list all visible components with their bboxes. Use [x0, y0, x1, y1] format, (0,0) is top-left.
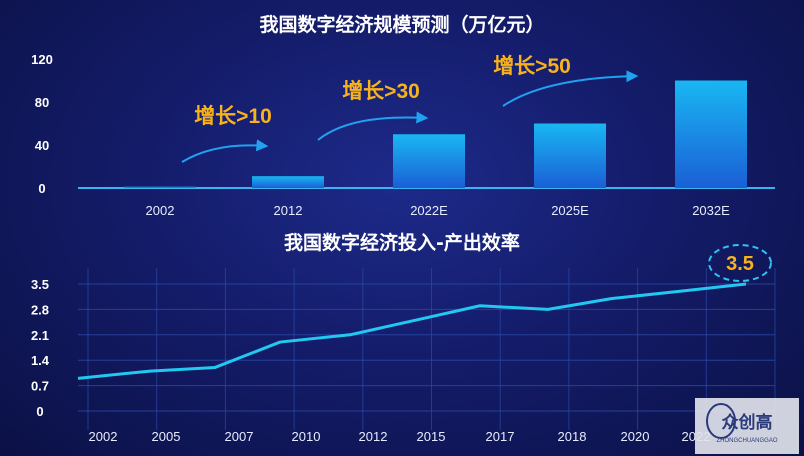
- highlight-ellipse: [708, 244, 772, 282]
- growth-arrow: [181, 139, 269, 163]
- bar-x-tick-label: 2012: [274, 203, 303, 218]
- bar-series: [124, 80, 747, 188]
- growth-arrow: [502, 70, 639, 107]
- bar: [252, 176, 324, 188]
- line-y-tick-label: 0.7: [31, 379, 49, 394]
- watermark-text: 众创高: [722, 412, 773, 432]
- bar: [124, 186, 196, 188]
- bar-y-axis: 0 40 80 120: [31, 52, 53, 196]
- line-x-tick-label: 2017: [486, 429, 515, 444]
- line-x-tick-label: 2005: [152, 429, 181, 444]
- line-x-tick-label: 2015: [417, 429, 446, 444]
- growth-arrow: [317, 111, 429, 141]
- line-y-tick-label: 3.5: [31, 277, 49, 292]
- bar-x-tick-label: 2025E: [551, 203, 589, 218]
- bar-x-tick-label: 2022E: [410, 203, 448, 218]
- line-y-tick-label: 2.8: [31, 302, 49, 317]
- bar-x-tick-label: 2002: [146, 203, 175, 218]
- growth-label: 增长>50: [493, 54, 571, 78]
- growth-label: 增长>30: [342, 79, 420, 103]
- line-y-tick-label: 0: [36, 404, 43, 419]
- growth-label: 增长>10: [194, 104, 272, 128]
- line-chart-title: 我国数字经济投入-产出效率: [284, 231, 520, 254]
- bar-x-tick-label: 2032E: [692, 203, 730, 218]
- bar-y-tick-label: 80: [35, 95, 49, 110]
- watermark-subtext: ZHONGCHUANGGAO: [716, 438, 777, 444]
- bar-chart-title: 我国数字经济规模预测（万亿元）: [259, 13, 544, 36]
- line-x-tick-label: 2007: [225, 429, 254, 444]
- bar: [393, 134, 465, 188]
- bar-y-tick-label: 40: [35, 138, 49, 153]
- bar-y-tick-label: 120: [31, 52, 53, 67]
- line-x-tick-label: 2020: [621, 429, 650, 444]
- watermark-logo: 众创高 ZHONGCHUANGGAO: [695, 398, 799, 454]
- bar: [675, 80, 747, 188]
- bar: [534, 123, 606, 188]
- line-y-tick-label: 1.4: [31, 353, 50, 368]
- highlight-value: 3.5: [726, 253, 754, 275]
- line-y-tick-label: 2.1: [31, 328, 49, 343]
- line-x-tick-label: 2010: [292, 429, 321, 444]
- line-y-axis: 0 0.7 1.4 2.1 2.8 3.5: [31, 277, 50, 419]
- bar-x-axis: 2002 2012 2022E 2025E 2032E: [146, 203, 731, 218]
- bar-y-tick-label: 0: [38, 181, 45, 196]
- highlight-callout: 3.5: [708, 244, 772, 282]
- line-x-axis: 2002200520072010201220152017201820202022: [89, 429, 711, 444]
- line-x-tick-label: 2002: [89, 429, 118, 444]
- line-x-tick-label: 2018: [558, 429, 587, 444]
- growth-annotations: 增长>10 增长>30 增长>50: [181, 54, 639, 163]
- line-x-tick-label: 2012: [359, 429, 388, 444]
- efficiency-line: [77, 282, 747, 380]
